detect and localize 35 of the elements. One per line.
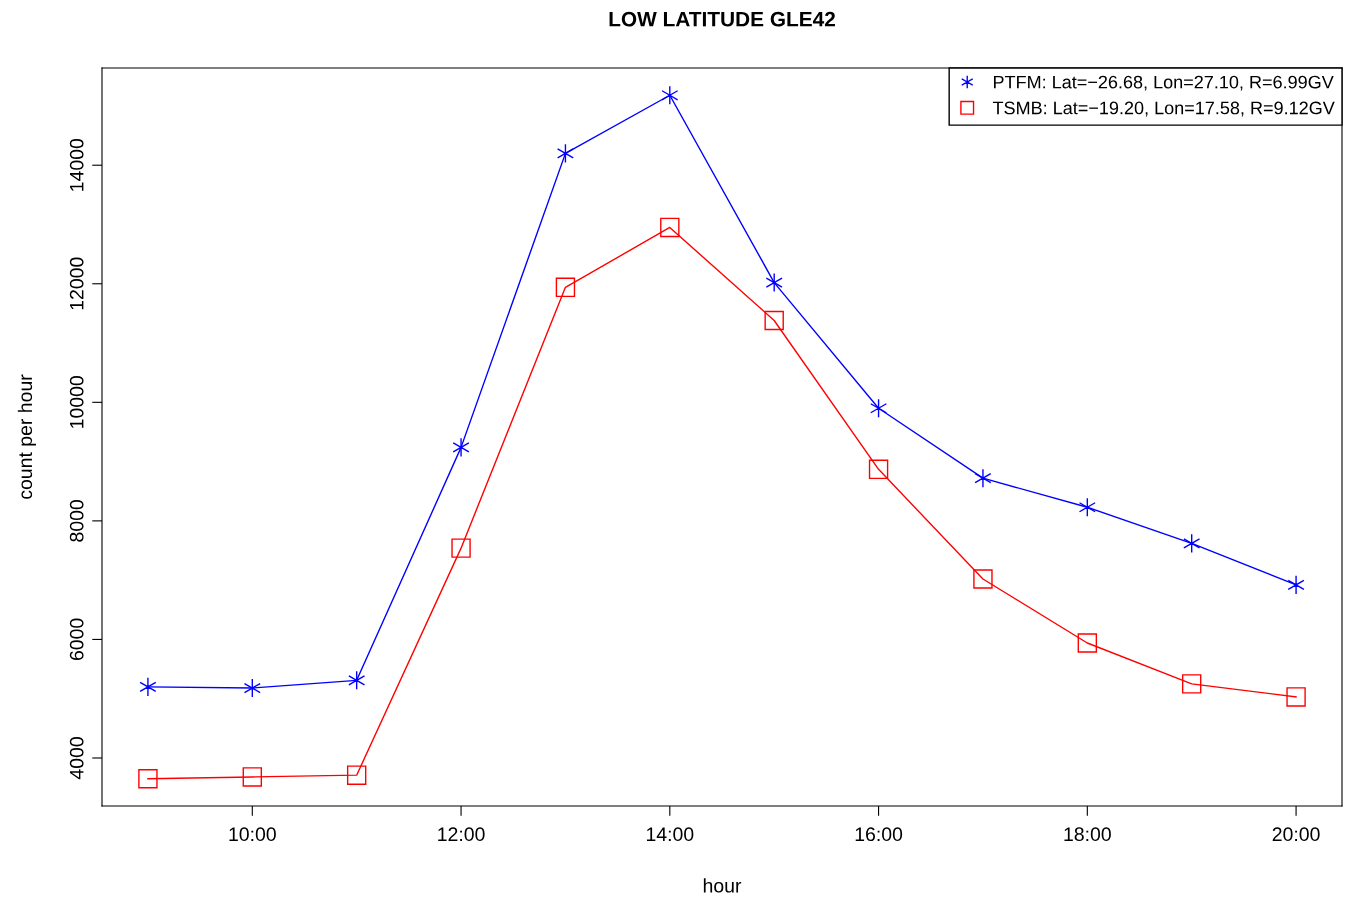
x-tick-label: 10:00	[229, 827, 276, 842]
point	[138, 769, 158, 789]
point	[451, 538, 471, 558]
y-tick-label: 12000	[69, 257, 84, 310]
point	[346, 765, 367, 785]
point	[1181, 674, 1202, 694]
y-tick-label: 10000	[69, 376, 84, 428]
y-tick-label: 4000	[69, 737, 84, 780]
legend-label: PTFM: Lat=−26.68, Lon=27.10, R=6.99GV	[993, 75, 1334, 91]
point	[1077, 633, 1098, 653]
point	[1287, 575, 1305, 595]
x-tick-label: 18:00	[1064, 827, 1111, 842]
x-tick-label: 14:00	[646, 827, 694, 842]
point	[242, 767, 263, 787]
point	[1286, 687, 1306, 707]
x-tick-label: 12:00	[438, 827, 485, 842]
x-axis-title: hour	[703, 878, 742, 893]
point	[765, 272, 783, 293]
point	[452, 437, 470, 458]
point	[660, 217, 680, 238]
point	[868, 459, 889, 480]
chart-title: LOW LATITUDE GLE42	[609, 11, 835, 27]
legend-label: TSMB: Lat=−19.20, Lon=17.58, R=9.12GV	[992, 101, 1335, 117]
point	[555, 277, 576, 298]
point	[661, 85, 679, 105]
y-tick-label: 14000	[69, 138, 84, 191]
y-tick-label: 6000	[69, 618, 84, 661]
x-tick-label: 16:00	[855, 827, 903, 842]
y-axis-title: count per hour	[17, 374, 36, 499]
point	[973, 569, 993, 589]
point	[764, 310, 784, 331]
point	[974, 468, 992, 488]
y-tick-label: 8000	[69, 500, 84, 542]
point	[139, 677, 157, 697]
x-tick-label: 20:00	[1272, 827, 1320, 842]
